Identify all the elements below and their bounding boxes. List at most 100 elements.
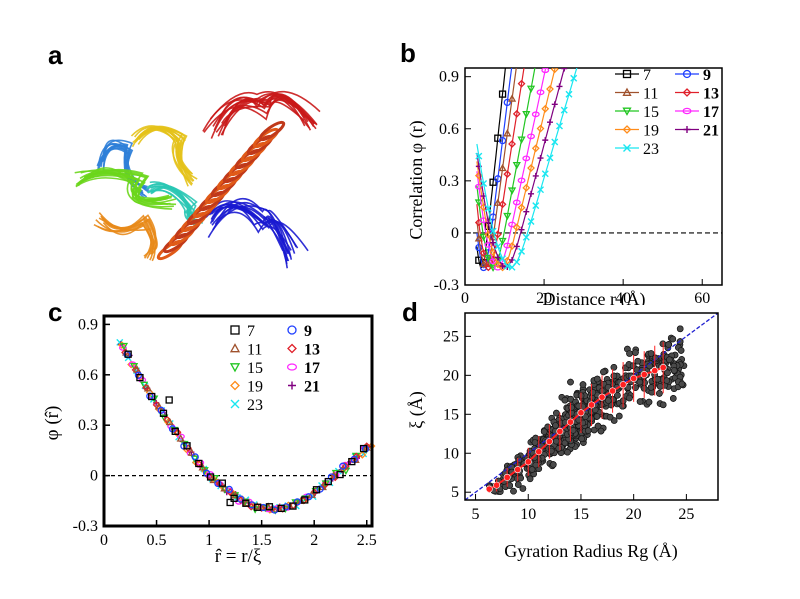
chart-d-xi-vs-rg: 5 10 15 20 25 5 10 15 20 25 Gyration Radius Rg (Å… — [406, 312, 719, 562]
chart-d-point — [555, 445, 563, 452]
chart-d-point — [629, 362, 637, 369]
yellow-helix-strands — [130, 125, 189, 187]
chart-c-point-7 — [230, 494, 238, 502]
chart-b-legend-marker-7 — [622, 69, 632, 79]
chart-b-legend-label-13: 13 — [703, 86, 719, 103]
chart-b-point-21 — [551, 101, 558, 108]
chart-b-legend-marker-11 — [622, 87, 632, 96]
red-terminal-strands — [212, 90, 321, 127]
chart-c-legend-marker-17 — [286, 363, 298, 371]
chart-c-point-17 — [176, 433, 185, 440]
chart-b-point-15 — [507, 187, 517, 195]
yellow-helix-strands — [137, 126, 194, 175]
chart-b-point-7 — [489, 178, 497, 186]
chart-c-point-7 — [312, 486, 321, 494]
chart-b-point-23 — [541, 170, 549, 178]
chart-c-legend-marker-15 — [229, 363, 241, 373]
chart-d-point — [636, 378, 644, 386]
chart-d-ytick-label: 20 — [443, 367, 459, 384]
chart-c-xtick-label: 2.5 — [357, 532, 377, 549]
chart-b-point-19 — [517, 203, 526, 212]
chart-d-point — [561, 439, 569, 447]
chart-b-line-13 — [476, 68, 525, 268]
chart-b-point-19 — [536, 124, 545, 133]
yellow-helix-strands — [137, 128, 194, 185]
chart-b-point-19 — [508, 242, 516, 250]
chart-c-legend-label-15: 15 — [247, 360, 263, 377]
chart-c-series-21 — [117, 341, 372, 513]
chart-c-point-9 — [282, 503, 290, 511]
chart-b-legend-label-7: 7 — [643, 67, 651, 84]
chart-b-point-17 — [541, 68, 550, 74]
chart-c-point-11 — [242, 498, 251, 507]
chart-d-point — [531, 439, 539, 446]
chart-c-point-7 — [289, 502, 297, 510]
chart-b-line-11 — [476, 68, 517, 269]
blue-terminal-strands — [210, 205, 296, 254]
chart-c-point-15 — [240, 498, 250, 507]
chart-c-ytick-label: 0.3 — [78, 417, 98, 434]
chart-d-ytick-label: 25 — [443, 328, 459, 345]
chart-b-point-21 — [566, 48, 572, 54]
chart-b-point-7 — [498, 90, 507, 98]
chart-d-point — [636, 398, 644, 405]
chart-d-point — [579, 381, 587, 388]
chart-b-point-21 — [561, 68, 568, 72]
chart-d-point — [669, 395, 677, 402]
chart-b-legend-marker-15 — [622, 107, 632, 116]
chart-b-point-19 — [546, 85, 554, 93]
chart-d-point — [654, 375, 661, 383]
chart-b-point-15 — [522, 111, 531, 119]
chart-d-point — [594, 422, 602, 430]
chart-c-legend-marker-7 — [230, 325, 240, 335]
chart-b-point-15 — [503, 212, 512, 221]
chart-c-legend-label-9: 9 — [304, 323, 312, 340]
chart-b-legend-label-23: 23 — [643, 141, 659, 158]
chart-c-point-7 — [195, 459, 203, 468]
chart-c-point-11 — [296, 496, 306, 504]
chart-d-point — [604, 384, 612, 391]
chart-c-point-7 — [124, 350, 132, 358]
chart-b-point-23 — [475, 152, 483, 160]
chart-c-legend-label-17: 17 — [304, 360, 320, 377]
chart-c-point-7 — [183, 442, 191, 450]
chart-c-point-7 — [359, 444, 368, 453]
chart-c-point-7 — [159, 409, 168, 417]
chart-d-point — [552, 422, 559, 429]
chart-b-point-23 — [537, 186, 545, 194]
chart-b-point-17 — [527, 133, 535, 140]
chart-d-point — [564, 448, 571, 456]
chart-b-point-21 — [528, 190, 535, 197]
green-helix-strands — [79, 172, 166, 200]
chart-b-point-23 — [527, 218, 535, 226]
chart-d-mean-point — [524, 458, 532, 466]
chart-d-point — [616, 412, 623, 420]
chart-b-point-23 — [518, 247, 526, 255]
chart-d-point — [678, 380, 686, 388]
chart-d-point — [589, 389, 597, 396]
chart-c-point-19 — [358, 450, 367, 459]
chart-b-xtick-label: 60 — [694, 290, 710, 305]
chart-b-point-23 — [580, 43, 586, 49]
chart-b-point-21 — [513, 243, 520, 250]
chart-c-point-7 — [165, 396, 173, 404]
chart-b-point-15 — [498, 237, 507, 246]
chart-b-point-21 — [523, 208, 530, 215]
chart-d-mean-point — [659, 364, 667, 372]
chart-b-point-11 — [474, 234, 483, 242]
chart-c-point-13 — [215, 480, 224, 488]
chart-d-point — [552, 437, 560, 445]
chart-b-point-23 — [575, 59, 581, 65]
chart-c-legend-marker-19 — [230, 380, 240, 391]
chart-c-series-13 — [121, 348, 371, 514]
chart-b-xtick-label: 0 — [461, 290, 469, 305]
chart-b-legend-label-17: 17 — [703, 104, 719, 121]
chart-d-mean-curve — [485, 341, 667, 493]
blue-terminal-strands — [218, 211, 293, 260]
green-helix-strands — [79, 169, 177, 205]
chart-d-point — [632, 349, 639, 356]
chart-d-point — [677, 347, 685, 354]
chart-d-point — [568, 404, 575, 411]
chart-b-point-23 — [522, 233, 530, 241]
